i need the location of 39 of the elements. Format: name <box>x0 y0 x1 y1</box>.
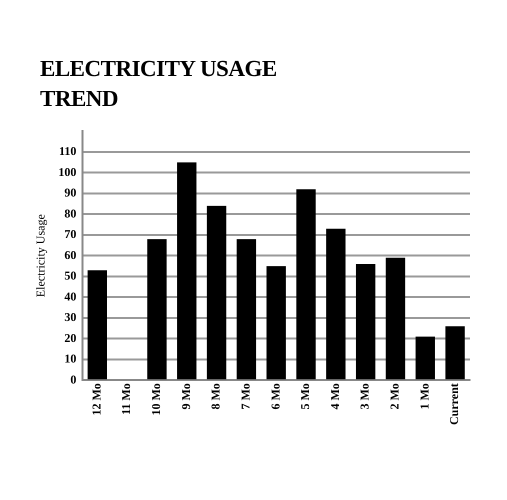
x-tick-label: 11 Mo <box>119 383 134 415</box>
x-tick-label: 1 Mo <box>417 383 432 410</box>
bar <box>206 206 226 380</box>
x-tick-label: 5 Mo <box>298 383 312 410</box>
x-tick-label: 8 Mo <box>208 383 223 410</box>
x-tick-label: Current <box>447 383 462 426</box>
y-axis-title: Electricity Usage <box>33 214 48 298</box>
bar <box>386 258 406 380</box>
y-tick-label: 30 <box>64 310 76 324</box>
bar <box>236 239 256 380</box>
x-tick-label: 10 Mo <box>149 383 164 416</box>
bar <box>266 266 286 380</box>
y-tick-label: 40 <box>64 289 76 304</box>
x-tick-label: 9 Mo <box>178 383 193 410</box>
y-tick-label: 10 <box>64 352 76 366</box>
y-tick-label: 90 <box>64 186 76 200</box>
y-tick-label: 70 <box>64 227 76 242</box>
y-tick-label: 100 <box>58 164 76 179</box>
bar <box>445 326 465 380</box>
bar <box>177 162 196 380</box>
x-tick-label: 6 Mo <box>268 383 282 410</box>
y-tick-label: 80 <box>64 206 76 220</box>
bar <box>296 189 316 380</box>
y-tick-label: 50 <box>64 268 76 283</box>
x-tick-label: 4 Mo <box>328 383 342 410</box>
x-tick-label: 2 Mo <box>388 383 402 410</box>
bar <box>88 270 107 380</box>
chart-title: ELECTRICITY USAGE TREND <box>40 55 278 113</box>
bar <box>326 228 346 380</box>
x-tick-label: 7 Mo <box>238 383 252 410</box>
x-tick-label: 3 Mo <box>358 383 372 410</box>
y-tick-label: 20 <box>64 330 76 345</box>
y-tick-label: 110 <box>59 144 76 158</box>
bar <box>416 336 435 380</box>
bar <box>147 239 167 380</box>
y-tick-label: 60 <box>64 248 76 262</box>
x-tick-label: 12 Mo <box>89 383 104 416</box>
bar <box>356 264 376 380</box>
y-tick-label: 0 <box>70 372 76 386</box>
